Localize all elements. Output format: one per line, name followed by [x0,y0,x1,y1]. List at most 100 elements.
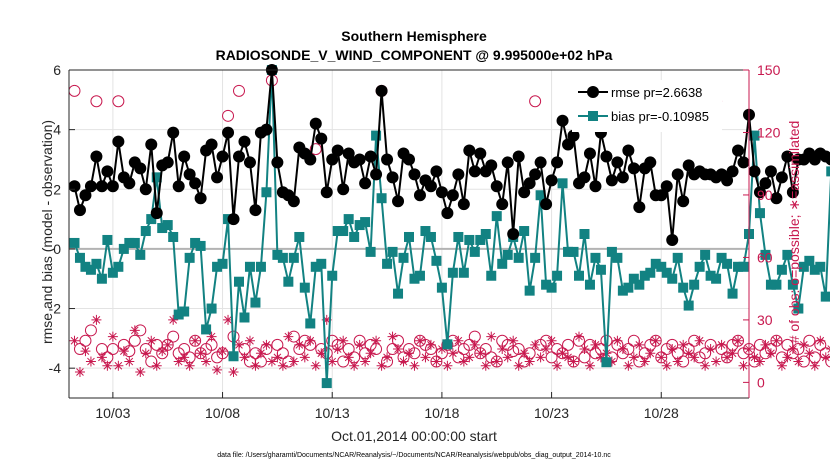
bias-point [85,264,96,275]
assimilated-obs-point [212,364,223,375]
assimilated-obs-point [634,339,645,350]
bias-point [650,258,661,269]
bias-point [469,246,480,257]
bias-point [277,252,288,263]
bias-point [102,234,113,245]
assimilated-obs-point [776,360,787,371]
x-axis-label: Oct.01,2014 00:00:00 start [331,428,497,444]
bias-point [700,249,711,260]
rmse-point [145,138,158,151]
assimilated-obs-point [195,348,206,359]
legend-bias-marker [588,111,598,121]
rmse-point [660,180,673,193]
series-bias [69,65,830,389]
assimilated-obs-point [382,352,393,363]
rmse-point [101,165,114,178]
possible-obs-point [106,343,119,356]
bias-point [365,246,376,257]
rmse-point [825,153,830,166]
rmse-point [178,150,191,163]
bias-point [552,270,563,281]
possible-obs-point [79,334,92,347]
assimilated-obs-point [321,314,332,325]
assimilated-obs-point [497,344,508,355]
assimilated-obs-point [354,339,365,350]
y-right-tick-label: 30 [757,312,773,328]
rmse-point [534,156,547,169]
legend-rmse-marker [587,86,599,98]
bias-point [74,252,85,263]
bias-point [738,261,749,272]
assimilated-obs-point [678,339,689,350]
rmse-point [463,144,476,157]
rmse-point [353,153,366,166]
rmse-point [243,156,256,169]
bias-point [689,279,700,290]
assimilated-obs-point [765,348,776,359]
assimilated-obs-point [316,348,327,359]
bias-point [162,220,173,231]
rmse-point [611,156,624,169]
bias-point [283,276,294,287]
possible-obs-point [84,324,97,337]
assimilated-obs-point [475,348,486,359]
bias-point [563,246,574,257]
assimilated-obs-point [508,335,519,346]
assimilated-obs-point [113,360,124,371]
bias-point [387,246,398,257]
x-tick-label: 10/23 [534,405,569,421]
assimilated-obs-point [206,331,217,342]
assimilated-obs-point [305,335,316,346]
assimilated-obs-point [310,360,321,371]
rmse-point [671,168,684,181]
rmse-point [622,144,635,157]
rmse-point [507,228,520,240]
rmse-point [633,201,646,214]
rmse-point [490,180,503,193]
assimilated-obs-point [376,360,387,371]
x-tick-label: 10/13 [315,405,350,421]
rmse-point [112,135,125,148]
bias-point [96,273,107,284]
assimilated-obs-point [244,335,255,346]
bias-point [420,226,431,237]
bias-point [524,285,535,296]
assimilated-obs-point [809,360,820,371]
assimilated-obs-point [398,356,409,367]
y-right-tick-label: 150 [757,62,781,78]
bias-point [727,288,738,299]
bias-point [69,237,80,248]
bias-point [579,229,590,239]
bias-point [541,279,552,290]
rmse-point [249,204,262,217]
assimilated-obs-point [201,356,212,367]
possible-obs-point [161,338,174,351]
rmse-point [408,168,421,181]
assimilated-obs-point [283,331,294,342]
assimilated-obs-point [491,356,502,367]
rmse-point [468,165,481,178]
bias-point [711,273,722,284]
assimilated-obs-point [118,346,129,357]
rmse-point [781,150,794,163]
rmse-point [764,165,777,178]
assimilated-obs-point [694,335,705,346]
rmse-point [106,180,119,193]
rmse-point [287,195,300,208]
rmse-point [337,183,350,196]
rmse-point [403,153,415,166]
bias-point [749,130,760,141]
rmse-point [183,168,196,181]
assimilated-obs-point [393,344,404,355]
rmse-point [95,180,108,193]
assimilated-obs-point [502,352,513,363]
rmse-point [194,192,207,205]
bias-point [195,240,206,251]
assimilated-obs-point [782,352,793,363]
rmse-point [589,180,602,193]
bias-point [804,255,815,266]
bias-point [705,270,716,281]
assimilated-obs-point [798,339,809,350]
bias-point [201,324,212,335]
possible-obs-point [128,334,141,347]
